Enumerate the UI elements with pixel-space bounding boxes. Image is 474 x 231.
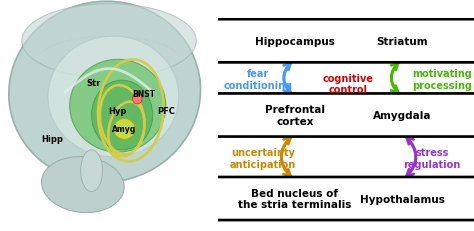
Text: Prefrontal
cortex: Prefrontal cortex [265,105,325,126]
Ellipse shape [22,5,196,79]
FancyBboxPatch shape [0,94,474,137]
Text: Hippocampus: Hippocampus [255,36,335,47]
Text: stress
regulation: stress regulation [403,147,460,169]
Ellipse shape [91,81,153,150]
Ellipse shape [81,150,102,192]
Ellipse shape [48,37,179,157]
FancyBboxPatch shape [0,177,474,220]
Text: Hipp: Hipp [41,134,63,143]
Text: uncertainty
anticipation: uncertainty anticipation [230,147,296,169]
Circle shape [133,94,142,104]
FancyBboxPatch shape [0,20,474,63]
Text: PFC: PFC [157,106,174,115]
Ellipse shape [42,157,124,213]
FancyBboxPatch shape [0,94,474,137]
Text: fear
conditioning: fear conditioning [223,69,292,91]
Text: Hypothalamus: Hypothalamus [360,194,445,204]
Ellipse shape [113,119,135,140]
Text: Str: Str [87,79,101,88]
Text: BNST: BNST [132,90,155,99]
Text: Amygdala: Amygdala [373,110,432,121]
FancyBboxPatch shape [0,20,474,63]
Text: motivating
processing: motivating processing [412,69,472,91]
Text: cognitive
control: cognitive control [323,73,374,95]
Ellipse shape [70,60,166,152]
Text: Bed nucleus of
the stria terminalis: Bed nucleus of the stria terminalis [238,188,352,210]
Text: Hyp: Hyp [109,106,127,115]
FancyBboxPatch shape [0,177,474,220]
Ellipse shape [9,2,201,182]
Text: Amyg: Amyg [112,125,137,134]
Text: Striatum: Striatum [376,36,428,47]
